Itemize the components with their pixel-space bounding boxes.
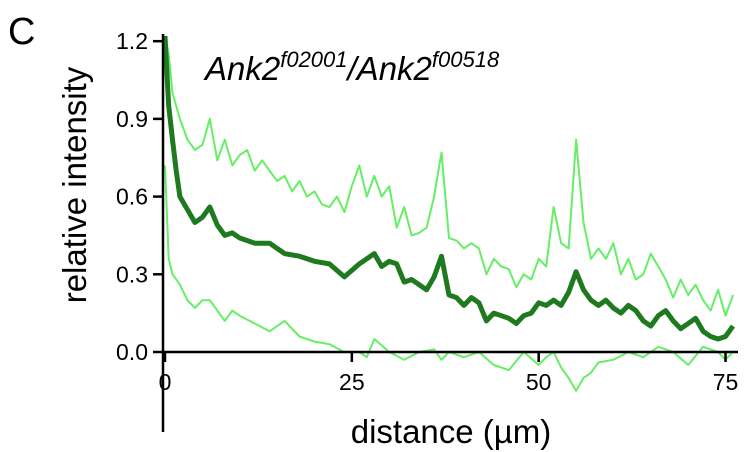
x-ticks: 0 25 50 75: [159, 352, 739, 395]
y-tick-label: 0.0: [116, 339, 148, 365]
x-tick-label: 0: [159, 369, 172, 395]
panel-label: C: [8, 11, 35, 53]
y-tick-label: 1.2: [116, 28, 148, 54]
series-layer: [162, 35, 736, 392]
x-tick-label: 25: [339, 369, 365, 395]
y-tick-label: 0.6: [116, 184, 148, 210]
x-tick-label: 50: [526, 369, 552, 395]
title-superscript: f00518: [432, 47, 500, 72]
y-tick-label: 0.3: [116, 261, 148, 287]
series-line-lower: [164, 165, 734, 392]
title-segment: /Ank2: [346, 50, 432, 87]
y-tick-label: 0.9: [116, 106, 148, 132]
x-tick-label: 75: [713, 369, 739, 395]
x-axis-title: distance (µm): [351, 413, 552, 450]
series-line-upper: [164, 35, 734, 317]
y-axis-title: relative intensity: [56, 66, 93, 303]
y-ticks: 0.0 0.3 0.6 0.9 1.2: [116, 28, 163, 365]
title-superscript: f02001: [280, 47, 347, 72]
title-segment: Ank2: [203, 50, 280, 87]
series-line-mean: [162, 35, 736, 342]
chart-title: Ank2f02001/Ank2f00518: [203, 47, 500, 87]
